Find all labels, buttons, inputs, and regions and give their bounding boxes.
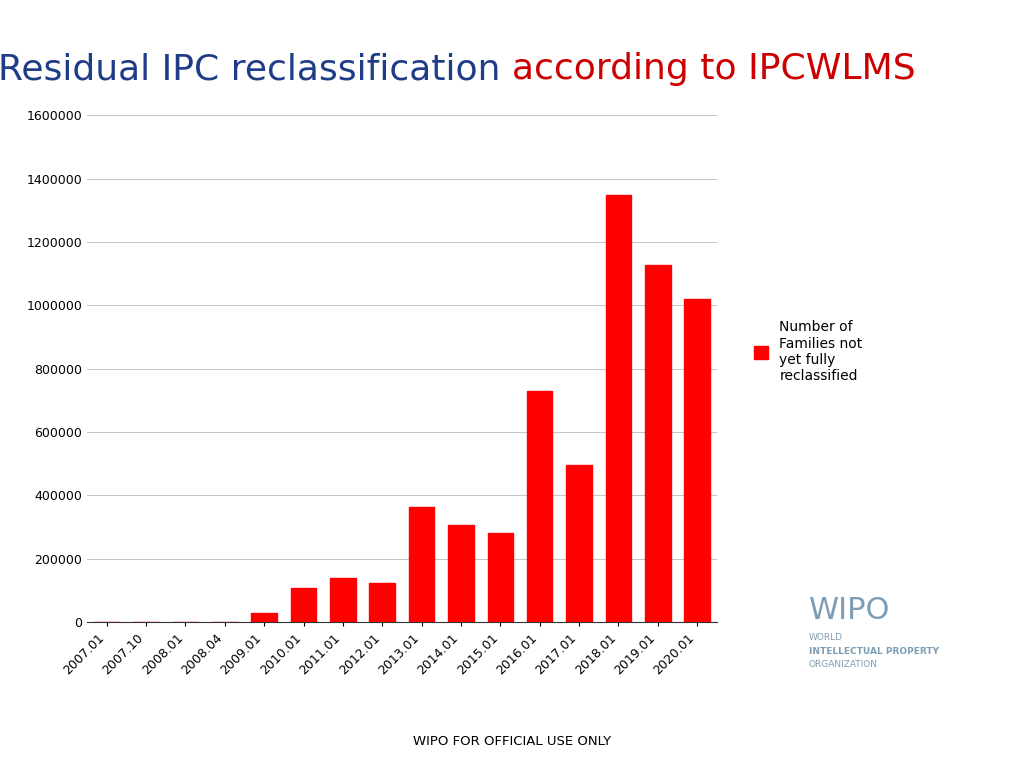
- Bar: [409, 508, 434, 622]
- Bar: [370, 584, 395, 622]
- Text: ORGANIZATION: ORGANIZATION: [809, 660, 878, 669]
- Text: INTELLECTUAL PROPERTY: INTELLECTUAL PROPERTY: [809, 647, 939, 656]
- Bar: [566, 465, 592, 622]
- Bar: [487, 533, 513, 622]
- Text: according to IPCWLMS: according to IPCWLMS: [512, 52, 915, 86]
- Bar: [527, 391, 553, 622]
- Legend: Number of
Families not
yet fully
reclassified: Number of Families not yet fully reclass…: [749, 315, 868, 389]
- Bar: [251, 613, 276, 622]
- Text: WIPO FOR OFFICIAL USE ONLY: WIPO FOR OFFICIAL USE ONLY: [413, 735, 611, 747]
- Bar: [605, 195, 631, 622]
- Bar: [449, 525, 474, 622]
- Bar: [330, 578, 355, 622]
- Bar: [684, 299, 710, 622]
- Bar: [645, 265, 671, 622]
- Text: Residual IPC reclassification: Residual IPC reclassification: [0, 52, 512, 86]
- Text: WORLD: WORLD: [809, 633, 843, 642]
- Text: WIPO: WIPO: [809, 596, 891, 625]
- Bar: [291, 588, 316, 622]
